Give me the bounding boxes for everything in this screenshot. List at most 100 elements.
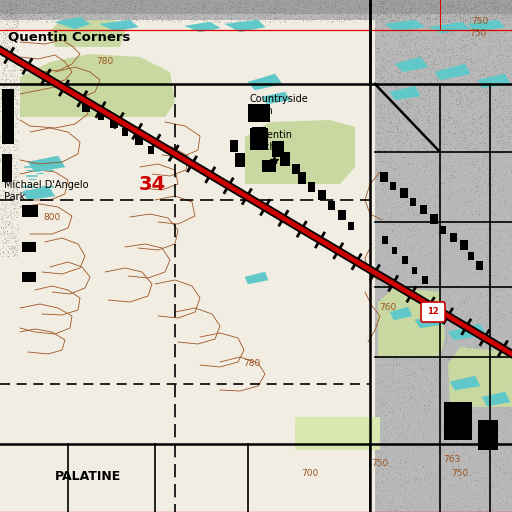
Point [446, 80, 454, 89]
Point [227, 16, 235, 25]
Point [83, 3, 92, 11]
Point [485, 84, 493, 92]
Point [390, 87, 398, 95]
Point [2, 119, 10, 127]
Point [449, 222, 457, 230]
Point [423, 24, 432, 32]
Point [443, 406, 451, 414]
Point [414, 9, 422, 17]
Point [388, 70, 396, 78]
Point [291, 11, 299, 19]
Point [505, 126, 512, 135]
Point [103, 7, 111, 15]
Point [406, 209, 414, 217]
Point [103, 4, 112, 12]
Point [332, 13, 340, 21]
Point [445, 15, 453, 24]
Point [470, 0, 478, 8]
Point [494, 227, 502, 235]
Point [0, 238, 7, 246]
Point [30, 6, 38, 14]
Point [427, 158, 435, 166]
Point [474, 499, 482, 507]
Point [360, 13, 368, 22]
Point [4, 220, 12, 228]
Point [499, 115, 507, 123]
Point [345, 3, 353, 11]
Point [90, 0, 98, 5]
Point [508, 0, 512, 8]
Point [485, 79, 494, 88]
Point [470, 178, 478, 186]
Point [13, 20, 21, 28]
Point [422, 241, 430, 249]
Point [377, 218, 386, 226]
Point [375, 422, 383, 430]
Point [388, 50, 396, 58]
Point [348, 8, 356, 16]
Point [487, 0, 495, 7]
Point [397, 219, 406, 227]
Point [352, 10, 360, 18]
Point [0, 29, 8, 37]
Point [365, 15, 373, 24]
Point [495, 399, 503, 408]
Point [446, 426, 455, 434]
Point [502, 9, 510, 17]
Point [318, 10, 327, 18]
Point [446, 298, 454, 306]
Point [353, 12, 361, 20]
Point [417, 503, 425, 511]
Point [1, 76, 9, 84]
Point [408, 52, 416, 60]
Point [109, 15, 117, 24]
Point [473, 113, 481, 121]
Point [506, 347, 512, 355]
Point [385, 109, 393, 117]
Point [0, 55, 5, 63]
Point [140, 8, 148, 16]
Point [306, 0, 314, 5]
Point [397, 31, 405, 39]
Point [456, 34, 464, 42]
Point [455, 53, 463, 61]
Point [5, 164, 13, 172]
Point [382, 360, 390, 368]
Point [139, 0, 147, 5]
Point [432, 342, 440, 350]
Point [197, 4, 205, 12]
Point [422, 348, 431, 356]
Point [243, 0, 251, 7]
Point [503, 246, 511, 254]
Point [408, 402, 416, 411]
Point [429, 129, 437, 137]
Point [462, 6, 471, 14]
Point [62, 8, 71, 16]
Point [499, 16, 507, 24]
Point [506, 240, 512, 248]
Point [394, 499, 402, 507]
Point [489, 187, 497, 196]
Point [381, 301, 389, 309]
Point [440, 238, 449, 246]
Point [471, 63, 479, 72]
Point [420, 45, 429, 53]
Point [12, 1, 20, 9]
Point [87, 11, 95, 19]
Point [389, 87, 397, 95]
Point [465, 154, 473, 162]
Point [466, 185, 475, 194]
Point [446, 49, 455, 57]
Point [200, 14, 208, 22]
Point [237, 0, 245, 4]
Point [137, 6, 145, 14]
Point [482, 66, 490, 74]
Point [418, 395, 426, 403]
Point [408, 290, 416, 298]
Point [395, 40, 403, 49]
Point [10, 81, 18, 89]
Point [486, 484, 495, 493]
Point [1, 231, 9, 239]
Point [502, 94, 510, 102]
Point [9, 248, 17, 256]
